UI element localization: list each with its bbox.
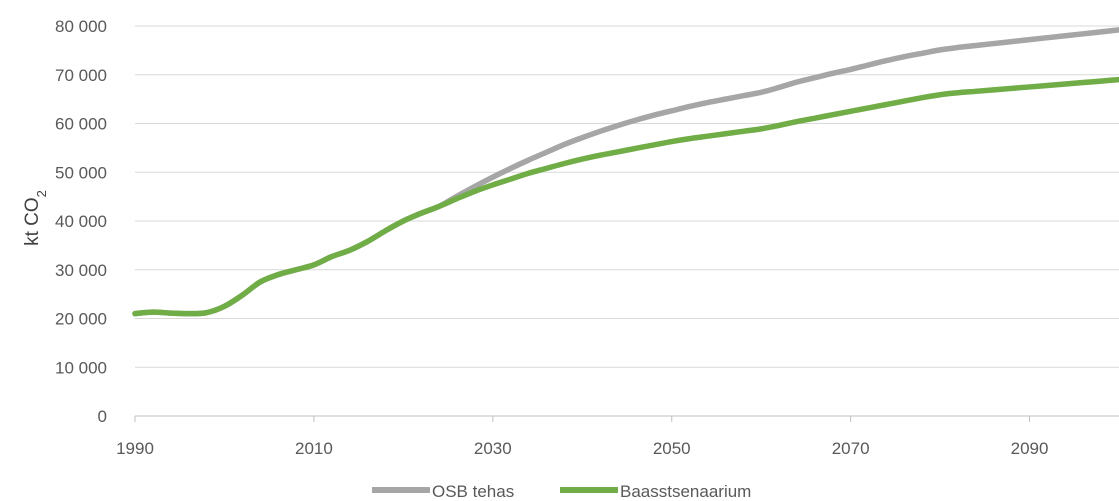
series-line-1 [132,76,1119,317]
y-tick-label: 70 000 [55,66,107,85]
y-tick-label: 40 000 [55,212,107,231]
x-tick-label: 2090 [1011,439,1049,458]
legend-label: OSB tehas [432,482,514,501]
y-tick-label: 80 000 [55,17,107,36]
y-tick-label: 60 000 [55,115,107,134]
x-tick-label: 1990 [116,439,154,458]
x-axis-ticks: 1990 2010 2030 2050 2070 2090 [116,416,1048,458]
x-tick-label: 2050 [653,439,691,458]
legend: OSB tehas Baasstsenaarium [372,482,751,501]
gridlines [135,25,1119,368]
y-tick-label: 20 000 [55,310,107,329]
x-tick-label: 2030 [474,439,512,458]
y-axis-label: kt CO2 [22,190,49,246]
series-lines [132,27,1119,317]
y-tick-label: 30 000 [55,261,107,280]
y-tick-label: 50 000 [55,163,107,182]
legend-label: Baasstsenaarium [620,482,751,501]
x-tick-label: 2010 [295,439,333,458]
y-axis-label-subscript: 2 [34,190,49,197]
y-tick-label: 10 000 [55,358,107,377]
x-tick-label: 2070 [832,439,870,458]
y-axis-ticks: 0 10 000 20 000 30 000 40 000 50 000 60 000 70 … [55,17,107,426]
y-axis-label-main: kt CO [22,197,43,246]
y-tick-label: 0 [98,407,107,426]
